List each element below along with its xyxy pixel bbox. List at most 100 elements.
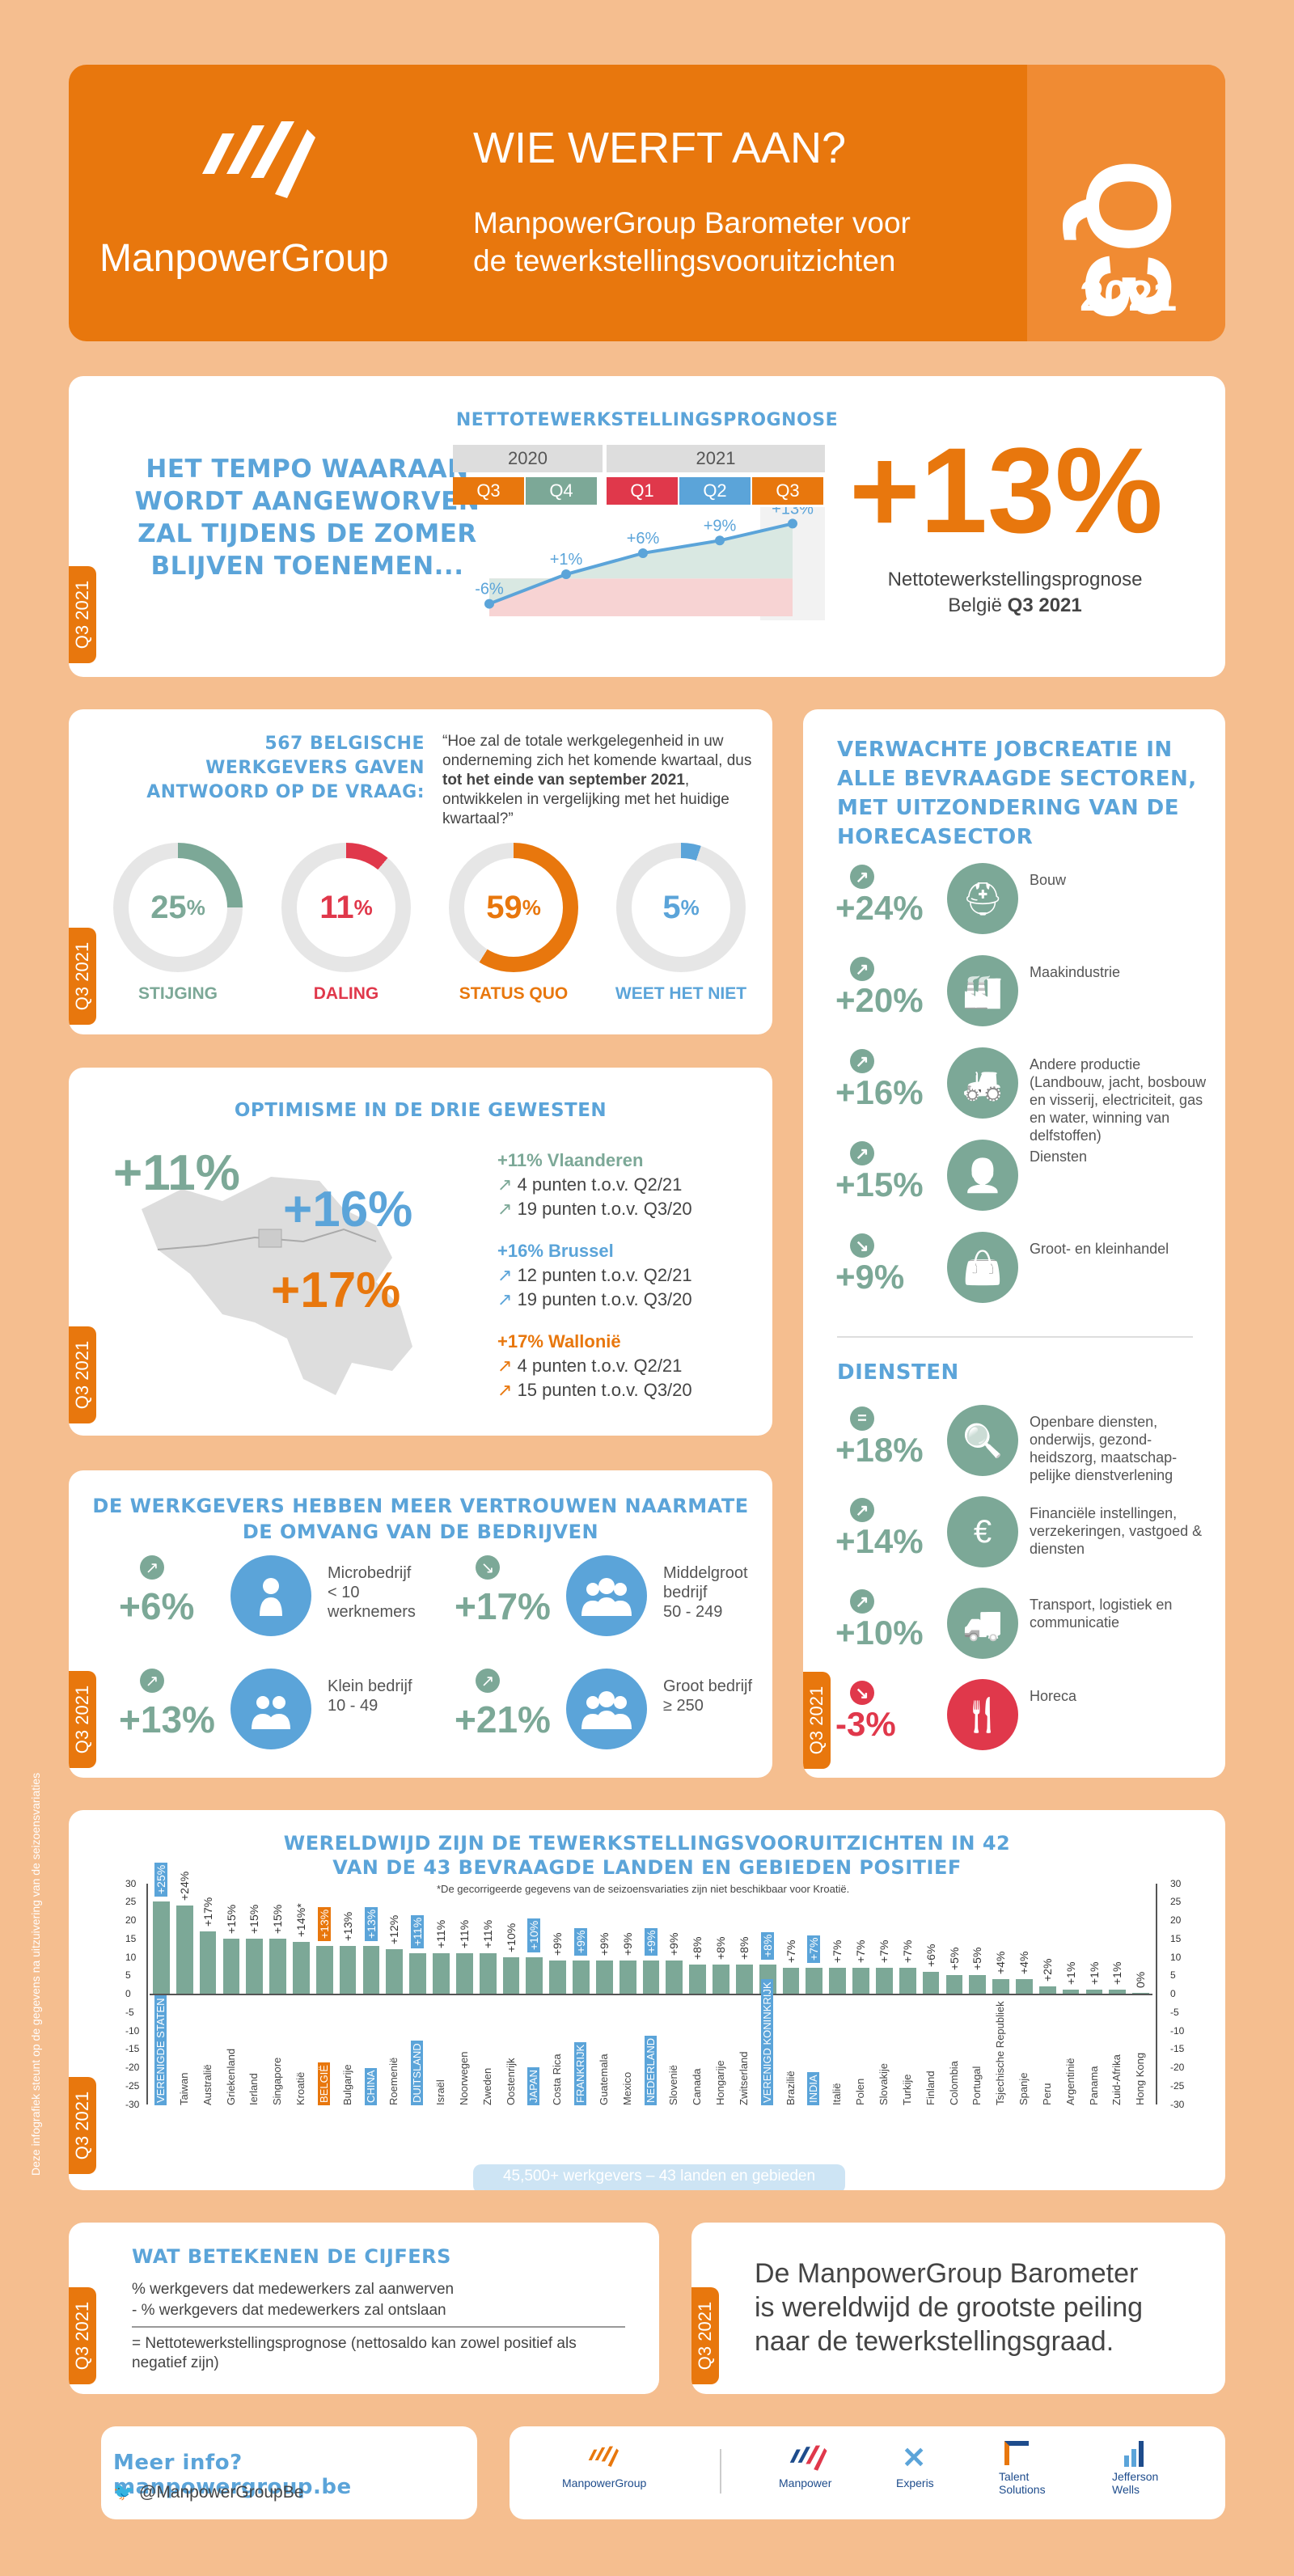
quarter-cell-1: Q3 [453,477,524,505]
y-tick-left: -5 [125,2006,134,2018]
country-bar [992,1978,1009,1994]
quarter-cell-4: Q2 [679,477,751,505]
country-label: Zuid-Afrika [1110,2054,1123,2105]
forecast-point [638,548,648,558]
bar-value-label: +17% [201,1897,214,1927]
barometer-card: Q3 2021 De ManpowerGroup Barometer is we… [691,2223,1225,2394]
bar-value-label: +8% [714,1936,728,1960]
y-tick-right: -20 [1170,2062,1185,2073]
country-bar [899,1968,916,1994]
q3-tab: Q3 2021 [803,1672,831,1769]
equal-icon: = [850,1406,874,1431]
sector-row: ↗ +15% 👤 Diensten [803,1140,1225,1229]
country-label: Panama [1087,2066,1100,2105]
sector-row: ↘ +9% 👜 Groot- en kleinhandel [803,1232,1225,1321]
size-text: bedrijf [663,1584,708,1601]
country-bar [269,1938,286,1994]
country-bar [875,1968,893,1994]
country-bar [362,1945,380,1994]
twitter-handle[interactable]: 🐦 @ManpowerGroupBe [113,2483,304,2502]
brand-manpowergroup: ManpowerGroup [562,2477,647,2489]
world-note: *De gecorrigeerde gegevens van de seizoe… [437,1883,850,1895]
country-bar [619,1961,636,1994]
y-tick-right: -30 [1170,2098,1185,2110]
country-bar [315,1945,333,1994]
country-label: Australië [201,2064,214,2105]
bar-value-label: +2% [1040,1958,1054,1982]
bar-value-label: +5% [970,1947,984,1971]
country-bar [386,1949,404,1994]
bar-value-label: +11% [457,1919,471,1948]
shopping-bag-icon: 👜 [947,1232,1018,1303]
y-tick-right: 0 [1170,1988,1176,1999]
country-label: Colombia [947,2061,960,2105]
country-bar [782,1968,800,1994]
brussels-details: +16% Brussel ↗ 12 punten t.o.v. Q2/21 ↗ … [497,1241,692,1309]
country-label: Canada [691,2068,704,2105]
bar-value-label: +11% [480,1919,494,1948]
size-value: +17% [455,1585,551,1627]
meaning-card: Q3 2021 WAT BETEKENEN DE CIJFERS % werkg… [69,2223,659,2394]
forecast-point-label: -6% [475,581,504,599]
country-label: Zwitserland [737,2051,750,2105]
y-tick-left: -10 [125,2024,140,2037]
more-info-link[interactable]: Meer info? manpowergroup.be [113,2451,352,2499]
country-bar [409,1952,426,1994]
regions-title: OPTIMISME IN DE DRIE GEWESTEN [234,1100,607,1121]
big-forecast-value: +13% [849,422,1163,558]
country-label: Spanje [1017,2072,1030,2105]
y-tick-right: 20 [1170,1914,1182,1926]
donut-label: STIJGING [137,984,218,1003]
size-text: Middelgroot [663,1564,748,1582]
size-text: Microbedrijf [328,1564,412,1582]
country-label: Singapore [271,2057,284,2105]
country-bar [852,1968,869,1994]
country-label: Slovakije [877,2062,890,2105]
country-label: BELGIË [317,2062,330,2105]
survey-title: 567 BELGISCHE WERKGEVERS GAVEN ANTWOORD … [146,734,425,802]
regions-card: Q3 2021 OPTIMISME IN DE DRIE GEWESTEN +1… [69,1068,772,1436]
talent-solutions-icon [1004,2441,1029,2465]
size-text: ≥ 250 [663,1697,704,1715]
forecast-point [788,518,797,529]
q3-tab: Q3 2021 [69,566,96,663]
forecast-point [715,535,725,546]
y-tick-left: 20 [125,1914,137,1926]
bar-value-label: +4% [1017,1951,1030,1974]
y-tick-right: -25 [1170,2079,1185,2092]
sector-list: ↗ +24% ⛑ Bouw ↗ +20% 🏭 Maakindustrie ↗ +16% 🚜 Ander… [803,863,1225,1316]
q3-tab: Q3 2021 [691,2287,719,2384]
country-bar [1132,1993,1149,1994]
donut-label: WEET HET NIET [615,984,747,1003]
survey-donut-stijging: 25% [113,843,243,972]
belgium-map [142,1177,412,1395]
bar-value-label: +7% [900,1939,914,1964]
size-value: +13% [119,1698,215,1741]
up-arrow-icon: ↗ [497,1265,513,1285]
subtitle-2: de tewerkstellingsvooruitzichten [473,244,896,277]
donut-percent: % [680,895,700,920]
country-bar [549,1961,567,1994]
country-label: FRANKRIJK [574,2041,587,2105]
country-label: Israël [434,2079,447,2105]
manpowergroup-logo-icon [588,2446,619,2467]
magnifier-icon: 🔍 [947,1405,1018,1476]
bar-value-label: +13% [317,1906,331,1941]
country-label: Noorwegen [457,2051,470,2106]
bar-value-label: +7% [877,1939,890,1964]
down-arrow-icon: ↘ [476,1555,500,1580]
sectors-title: VERWACHTE JOBCREATIE IN ALLE BEVRAAGDE S… [837,738,1197,849]
bar-value-label: +6% [924,1944,937,1967]
bar-value-label: +7% [784,1939,797,1964]
country-bar [1109,1990,1127,1994]
bar-value-label: +1% [1087,1962,1101,1986]
country-label: Turkije [900,2074,913,2105]
map-wallonia-value: +17% [271,1263,401,1318]
bar-value-label: +9% [551,1932,565,1956]
y-tick-left: 5 [125,1969,131,1982]
manpowergroup-logo-icon [202,121,315,198]
page-title: WIE WERFT AAN? [473,124,847,172]
sector-value: +20% [835,981,924,1019]
country-bar [922,1971,940,1994]
country-bar [433,1952,450,1994]
